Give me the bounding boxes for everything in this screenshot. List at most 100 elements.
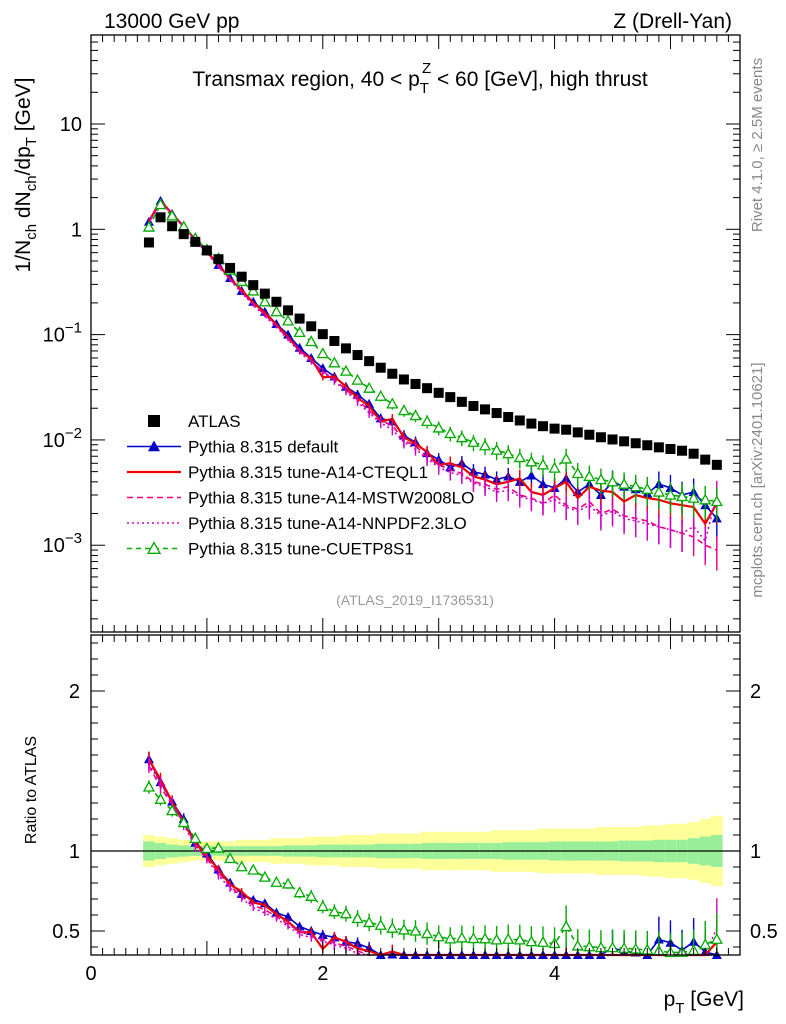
atlas-point: [526, 418, 537, 429]
series-5-ratio-point: [270, 875, 283, 887]
atlas-point: [433, 387, 444, 398]
series-5-point: [478, 439, 492, 451]
series-1-ratio-point: [283, 911, 294, 921]
x-tick-label: 2: [317, 963, 328, 985]
atlas-point: [514, 415, 525, 426]
series-5-ratio-point: [305, 889, 318, 901]
series-5-point: [571, 467, 584, 479]
series-5-point: [316, 347, 329, 359]
ratio-tick-label-right: 2: [750, 681, 761, 703]
legend-label: Pythia 8.315 tune-A14-CTEQL1: [188, 463, 428, 482]
y-tick-label: 10: [60, 114, 82, 136]
ratio-tick-label: 2: [69, 681, 80, 703]
series-5-point: [641, 482, 654, 494]
series-5-point: [154, 198, 167, 210]
series-5-point: [166, 209, 179, 221]
series-5-ratio-point: [177, 816, 190, 828]
analysis-id: (ATLAS_2019_I1736531): [336, 592, 494, 608]
series-layer: [142, 195, 723, 959]
series-5-point: [536, 458, 550, 470]
series-5-point: [606, 475, 619, 487]
series-2-line: [147, 198, 718, 526]
series-5-ratio-point: [536, 935, 550, 947]
atlas-point: [619, 436, 630, 447]
series-5-point: [652, 485, 665, 497]
series-5-point: [594, 473, 608, 485]
atlas-point: [653, 442, 664, 453]
series-5-ratio-point: [409, 924, 422, 936]
series-5-point: [467, 435, 480, 447]
atlas-point: [491, 408, 502, 419]
series-5-point: [618, 477, 631, 489]
series-5-ratio-point: [420, 927, 434, 939]
series-5-ratio-point: [200, 842, 213, 854]
series-5-ratio-point: [339, 907, 353, 919]
series-5-point: [664, 488, 677, 500]
atlas-point: [630, 438, 641, 449]
atlas-point: [468, 400, 479, 411]
series-5-ratio-point: [467, 932, 480, 944]
series-5-ratio-point: [328, 905, 341, 917]
series-5-point: [675, 490, 689, 502]
atlas-point: [387, 368, 398, 379]
series-5-ratio-point: [513, 933, 526, 945]
series-5-point: [699, 493, 712, 505]
series-1-point: [526, 470, 537, 480]
series-5-ratio-point: [258, 870, 271, 882]
series-5-ratio-point: [235, 860, 248, 872]
atlas-point: [595, 432, 606, 443]
atlas-point: [178, 229, 189, 240]
atlas-point: [700, 454, 711, 465]
atlas-point: [271, 296, 282, 307]
series-5-ratio-point: [154, 792, 167, 804]
series-5-ratio-point: [560, 920, 573, 932]
atlas-point: [642, 440, 653, 451]
series-1-ratio-point: [317, 929, 328, 939]
series-5-point: [363, 381, 376, 393]
series-5-ratio-point: [502, 932, 515, 944]
series-5-point: [490, 443, 503, 455]
series-5-point: [444, 427, 457, 439]
series-5-point: [583, 470, 596, 482]
series-5-ratio-point: [397, 923, 411, 935]
series-5-point: [455, 431, 468, 443]
series-5-point: [560, 452, 573, 464]
chart-title: Transmax region, 40 < pTZ < 60 [GeV], hi…: [192, 60, 647, 97]
series-5-ratio-point: [142, 780, 156, 792]
y-tick-label: 10−2: [43, 425, 82, 452]
series-5-point: [305, 335, 318, 347]
series-5-point: [502, 447, 515, 459]
series-5-ratio-point: [166, 804, 179, 816]
atlas-point: [572, 427, 583, 438]
series-5-ratio-point: [525, 935, 538, 947]
atlas-point: [259, 288, 270, 299]
legend-label: ATLAS: [188, 412, 241, 431]
series-5-point: [293, 326, 306, 338]
series-5-point: [142, 220, 156, 232]
atlas-point: [155, 212, 166, 223]
series-5-ratio-point: [386, 921, 399, 933]
series-5-point: [513, 451, 526, 463]
series-5-point: [432, 421, 445, 433]
rivet-label: Rivet 4.1.0, ≥ 2.5M events: [749, 58, 766, 232]
atlas-point: [364, 356, 375, 367]
atlas-point: [225, 262, 236, 273]
atlas-point: [201, 245, 212, 256]
y-tick-label: 10−3: [43, 530, 82, 557]
atlas-point: [410, 378, 421, 389]
y-tick-label: 10−1: [43, 320, 82, 347]
series-5-point: [247, 284, 260, 296]
x-tick-label: 4: [549, 963, 560, 985]
series-5-point: [270, 305, 283, 317]
ratio-frame: [90, 634, 741, 956]
series-5-point: [687, 491, 700, 503]
series-5-ratio-point: [316, 900, 329, 912]
atlas-point: [456, 396, 467, 407]
atlas-point: [398, 374, 409, 385]
mcplots-label: mcplots.cern.ch [arXiv:2401.10621]: [749, 362, 766, 597]
atlas-point: [167, 221, 178, 232]
axes-layer: 0 2 4 10 1 10−1 10−2 10−3 2 2 1 1 0.5 0.5: [43, 34, 778, 985]
atlas-point: [549, 423, 560, 434]
atlas-point: [537, 421, 548, 432]
series-5-ratio-point: [490, 933, 503, 945]
